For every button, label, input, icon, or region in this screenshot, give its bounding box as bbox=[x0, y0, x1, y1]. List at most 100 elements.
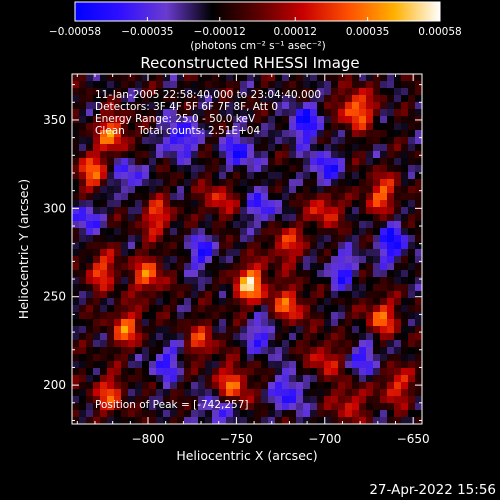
heatmap-cell bbox=[324, 361, 332, 369]
heatmap-cell bbox=[296, 256, 304, 264]
heatmap-cell bbox=[184, 207, 192, 215]
heatmap-cell bbox=[135, 123, 143, 131]
heatmap-cell bbox=[226, 144, 234, 152]
heatmap-cell bbox=[72, 417, 80, 424]
heatmap-cell bbox=[128, 200, 136, 208]
heatmap-cell bbox=[415, 235, 422, 243]
heatmap-cell bbox=[247, 242, 255, 250]
heatmap-cell bbox=[86, 193, 94, 201]
heatmap-cell bbox=[107, 123, 115, 131]
heatmap-cell bbox=[268, 193, 276, 201]
heatmap-cell bbox=[163, 74, 171, 82]
heatmap-cell bbox=[366, 396, 374, 404]
heatmap-cell bbox=[100, 179, 108, 187]
heatmap-cell bbox=[387, 116, 395, 124]
heatmap-cell bbox=[198, 389, 206, 397]
heatmap-cell bbox=[135, 396, 143, 404]
heatmap-cell bbox=[359, 333, 367, 341]
heatmap-cell bbox=[303, 102, 311, 110]
heatmap-cell bbox=[359, 368, 367, 376]
heatmap-cell bbox=[408, 130, 416, 138]
heatmap-cell bbox=[359, 193, 367, 201]
heatmap-cell bbox=[128, 291, 136, 299]
heatmap-cell bbox=[233, 88, 241, 96]
heatmap-cell bbox=[107, 368, 115, 376]
heatmap-cell bbox=[177, 305, 185, 313]
heatmap-cell bbox=[100, 102, 108, 110]
heatmap-cell bbox=[366, 144, 374, 152]
heatmap-cell bbox=[240, 270, 248, 278]
heatmap-cell bbox=[107, 165, 115, 173]
heatmap-cell bbox=[310, 417, 318, 424]
heatmap-cell bbox=[100, 144, 108, 152]
heatmap-cell bbox=[415, 242, 422, 250]
heatmap-cell bbox=[352, 193, 360, 201]
heatmap-cell bbox=[380, 333, 388, 341]
heatmap-cell bbox=[100, 256, 108, 264]
heatmap-cell bbox=[107, 284, 115, 292]
heatmap-cell bbox=[163, 417, 171, 424]
heatmap-cell bbox=[163, 347, 171, 355]
heatmap-cell bbox=[415, 263, 422, 271]
heatmap-cell bbox=[156, 242, 164, 250]
heatmap-cell bbox=[359, 137, 367, 145]
y-tick-label: 350 bbox=[43, 113, 66, 127]
heatmap-cell bbox=[205, 116, 213, 124]
heatmap-cell bbox=[373, 144, 381, 152]
heatmap-cell bbox=[198, 81, 206, 89]
heatmap-cell bbox=[317, 130, 325, 138]
heatmap-cell bbox=[79, 179, 87, 187]
heatmap-cell bbox=[352, 361, 360, 369]
heatmap-cell bbox=[121, 158, 129, 166]
heatmap-cell bbox=[219, 193, 227, 201]
heatmap-cell bbox=[261, 249, 269, 257]
heatmap-cell bbox=[100, 242, 108, 250]
heatmap-cell bbox=[170, 284, 178, 292]
heatmap-cell bbox=[282, 81, 290, 89]
heatmap-cell bbox=[72, 382, 80, 390]
heatmap-cell bbox=[282, 354, 290, 362]
heatmap-cell bbox=[324, 214, 332, 222]
heatmap-cell bbox=[380, 417, 388, 424]
heatmap-cell bbox=[359, 361, 367, 369]
heatmap-cell bbox=[100, 172, 108, 180]
heatmap-cell bbox=[380, 74, 388, 82]
heatmap-cell bbox=[93, 277, 101, 285]
heatmap-cell bbox=[415, 368, 422, 376]
heatmap-cell bbox=[198, 214, 206, 222]
heatmap-cell bbox=[289, 333, 297, 341]
heatmap-cell bbox=[268, 256, 276, 264]
heatmap-cell bbox=[268, 130, 276, 138]
heatmap-cell bbox=[226, 389, 234, 397]
heatmap-cell bbox=[415, 305, 422, 313]
heatmap-cell bbox=[275, 256, 283, 264]
heatmap-cell bbox=[121, 263, 129, 271]
heatmap-cell bbox=[177, 396, 185, 404]
heatmap-cell bbox=[142, 319, 150, 327]
heatmap-cell bbox=[79, 242, 87, 250]
heatmap-cell bbox=[331, 263, 339, 271]
heatmap-cell bbox=[338, 228, 346, 236]
heatmap-cell bbox=[191, 144, 199, 152]
heatmap-cell bbox=[373, 333, 381, 341]
heatmap-cell bbox=[247, 368, 255, 376]
heatmap-cell bbox=[93, 186, 101, 194]
heatmap-cell bbox=[100, 186, 108, 194]
heatmap-cell bbox=[191, 298, 199, 306]
heatmap-cell bbox=[254, 74, 262, 82]
heatmap-cell bbox=[198, 305, 206, 313]
heatmap-cell bbox=[226, 347, 234, 355]
heatmap-cell bbox=[149, 235, 157, 243]
heatmap-cell bbox=[100, 228, 108, 236]
heatmap-cell bbox=[254, 312, 262, 320]
heatmap-cell bbox=[394, 137, 402, 145]
heatmap-cell bbox=[163, 382, 171, 390]
heatmap-cell bbox=[317, 361, 325, 369]
heatmap-cell bbox=[149, 368, 157, 376]
chart-title: Reconstructed RHESSI Image bbox=[140, 54, 359, 72]
heatmap-cell bbox=[240, 291, 248, 299]
heatmap-cell bbox=[359, 382, 367, 390]
heatmap-cell bbox=[93, 291, 101, 299]
heatmap-cell bbox=[289, 312, 297, 320]
heatmap-cell bbox=[317, 116, 325, 124]
